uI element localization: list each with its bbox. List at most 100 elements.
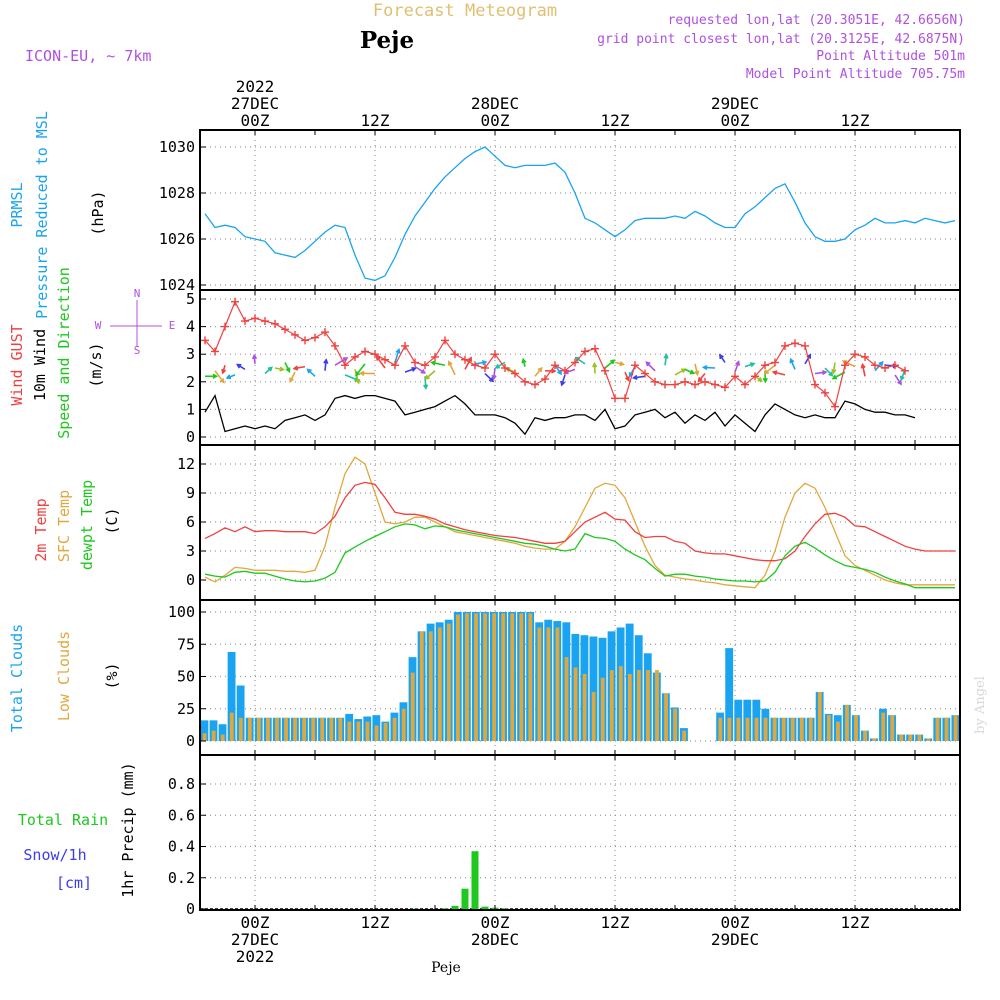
low-cloud-bar (501, 613, 506, 741)
y-tick-label: 50 (177, 668, 195, 686)
low-cloud-bar (528, 613, 533, 741)
low-cloud-bar (582, 673, 587, 741)
wind-arrow-head (878, 360, 884, 367)
low-cloud-bar (600, 677, 605, 741)
wind-direction-arrow (354, 369, 360, 384)
rain-bar (441, 908, 449, 910)
low-cloud-bar (718, 717, 723, 741)
low-cloud-bar (338, 717, 343, 741)
wind-direction-arrow (495, 361, 506, 369)
low-cloud-bar (211, 730, 216, 741)
wind-arrow-head (219, 378, 225, 384)
low-cloud-bar (899, 734, 904, 741)
wind-direction-arrow (344, 374, 359, 382)
wind-arrow-head (757, 376, 763, 382)
wind-arrow-head (645, 361, 651, 367)
low-cloud-bar (284, 717, 288, 741)
wind-arrow-head (323, 358, 329, 364)
low-cloud-bar (238, 717, 243, 741)
wind-direction-arrow (492, 367, 496, 380)
low-cloud-bar (383, 722, 388, 741)
wind-direction-arrow (604, 359, 615, 369)
low-cloud-bar (736, 717, 741, 741)
y-tick-label: 5 (186, 290, 195, 308)
wind-arrow-head (251, 353, 258, 360)
wind-arrow-head (420, 368, 427, 374)
total-cloud-bar (725, 648, 734, 741)
wind-direction-arrow (534, 367, 543, 377)
low-cloud-bar (781, 717, 786, 741)
wind-direction-arrow (355, 363, 366, 376)
wind-arrow-head (430, 360, 436, 366)
wind-title: 10m Wind (31, 329, 49, 401)
wind-arrow-head (494, 363, 500, 369)
low-cloud-bar (247, 717, 252, 741)
wind-direction-arrow (554, 364, 562, 375)
clouds-unit: (%) (103, 662, 121, 689)
wind-arrow-head (749, 362, 756, 368)
bottom-time-label: 27DEC (231, 930, 279, 949)
top-time-label: 00Z (721, 111, 750, 130)
wind-arrow-head (355, 378, 361, 385)
top-time-label: 12Z (361, 111, 390, 130)
wind-arrow-head (821, 369, 828, 376)
wind-arrow-head (592, 361, 598, 368)
low-cloud-bar (365, 721, 370, 741)
gust-title: Wind GUST (8, 324, 26, 405)
wind-direction-arrow (464, 357, 472, 370)
rain-bar (471, 851, 479, 909)
wind-arrow-head (424, 374, 430, 381)
wind-arrow-head (697, 377, 703, 383)
low-clouds-title: Low Clouds (55, 631, 73, 721)
dewpoint-line (204, 523, 955, 589)
model-label: ICON-EU, ~ 7km (25, 47, 151, 65)
y-tick-label: 3 (186, 345, 195, 363)
wind-arrow-head (355, 371, 361, 377)
wind-arrow-head (537, 366, 543, 373)
low-cloud-bar (573, 667, 578, 741)
wind-direction-arrow (294, 365, 306, 370)
y-tick-label: 0.2 (168, 869, 195, 887)
wind-panel-frame (199, 289, 961, 446)
low-cloud-bar (745, 717, 750, 741)
low-cloud-bar (790, 717, 795, 741)
low-cloud-bar (202, 733, 207, 741)
y-tick-label: 6 (186, 513, 195, 531)
wind-arrow-head (763, 369, 769, 375)
low-cloud-bar (266, 717, 270, 741)
top-time-label: 28DEC (471, 94, 519, 113)
low-cloud-bar (437, 627, 442, 741)
pressure-title: PRMSL (8, 182, 26, 227)
wind-arrow-head (557, 369, 562, 376)
bottom-time-label: 00Z (481, 913, 510, 932)
dewpoint-title: dewpt Temp (78, 480, 96, 570)
low-cloud-bar (220, 734, 225, 741)
top-time-label: 2022 (236, 77, 275, 96)
low-cloud-bar (302, 717, 307, 741)
wind-arrow-head (491, 374, 497, 381)
precip-panel-frame (199, 754, 961, 911)
temp-unit: (C) (103, 507, 121, 534)
low-cloud-bar (275, 717, 279, 741)
wind-direction-arrow (703, 366, 716, 369)
y-tick-label: 1 (186, 400, 195, 418)
low-cloud-bar (854, 715, 858, 741)
wind-arrow-head (831, 374, 838, 380)
pressure-subtitle: Pressure Reduced to MSL (33, 111, 51, 319)
wind-arrow-head (423, 384, 429, 390)
wind-direction-arrow (484, 372, 494, 382)
bottom-time-label: 29DEC (711, 930, 759, 949)
low-cloud-bar (329, 717, 334, 741)
wind-arrow-head (289, 377, 294, 383)
wind-arrow-head (225, 374, 232, 380)
total-cloud-bar (236, 685, 245, 741)
wind-arrow-head (631, 374, 638, 381)
y-tick-label: 0 (186, 571, 195, 589)
wind-arrow-head (735, 360, 741, 366)
bottom-time-label: 12Z (361, 913, 390, 932)
low-cloud-bar (863, 730, 867, 741)
chart-title: Forecast Meteogram (373, 1, 557, 21)
wind-direction-arrow (214, 370, 225, 383)
low-cloud-bar (609, 670, 614, 741)
